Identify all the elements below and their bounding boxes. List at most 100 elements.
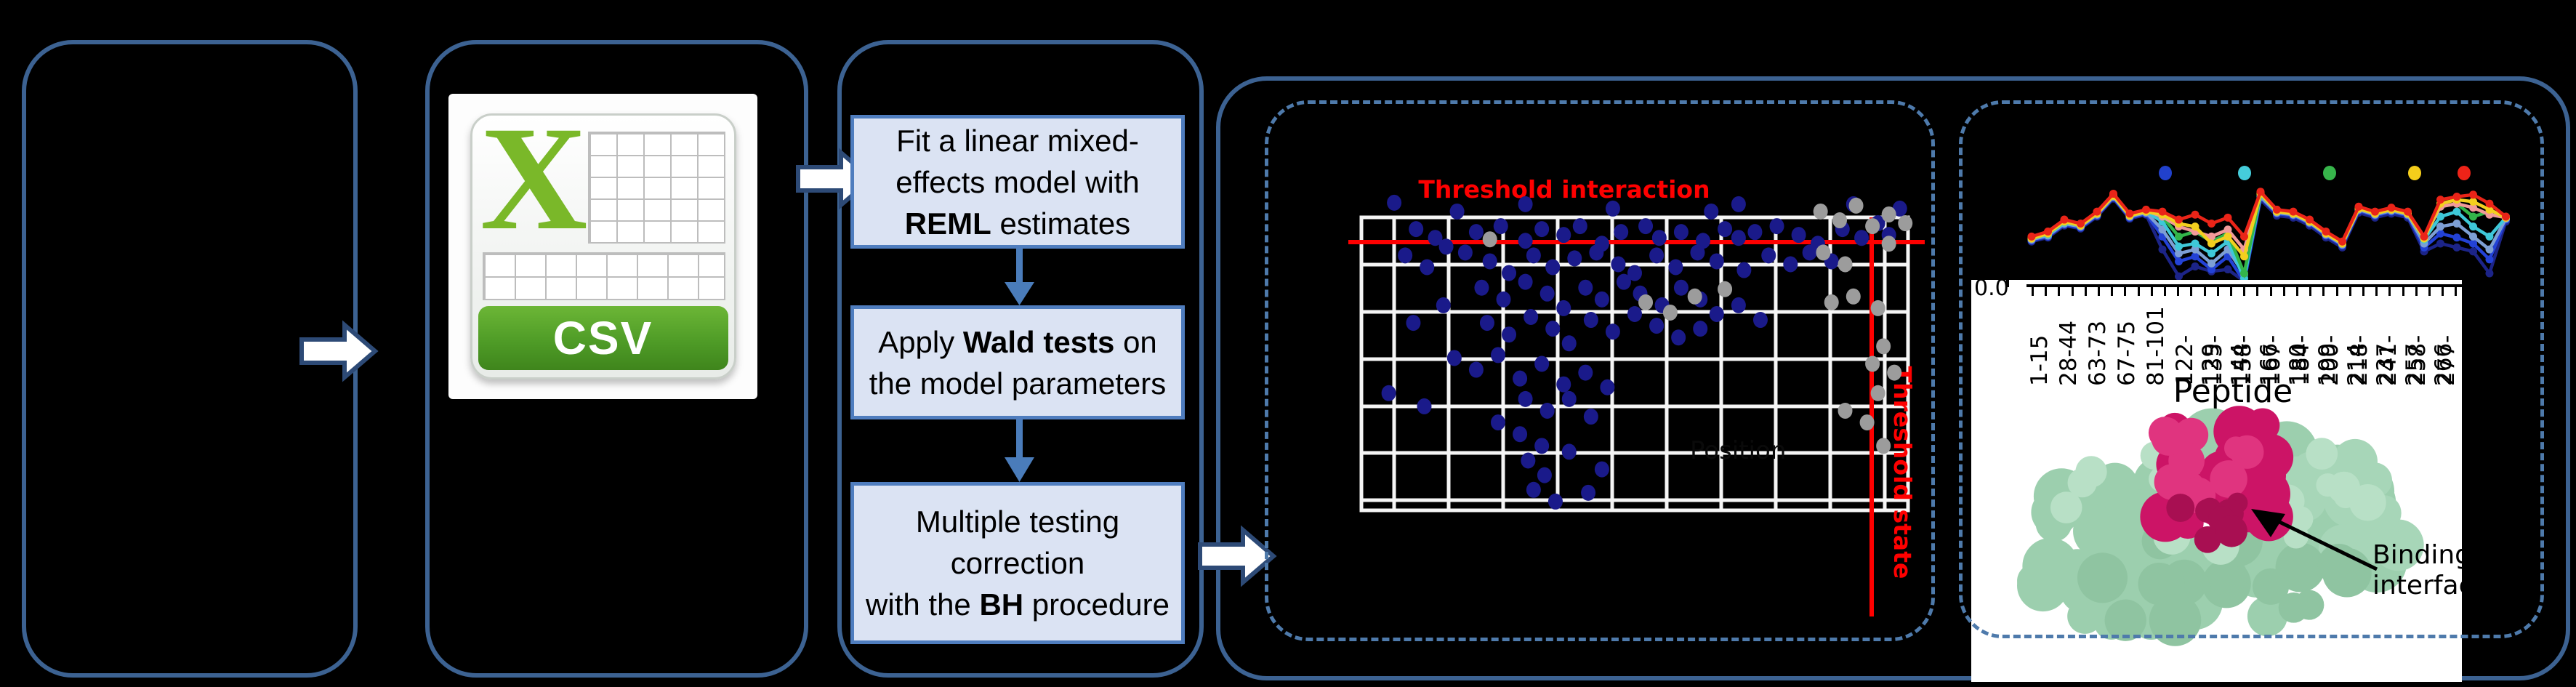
axis-tick [2058, 287, 2061, 296]
scatter-point [1824, 294, 1839, 310]
axis-tick [2137, 287, 2140, 296]
svg-text:Position: Position [1690, 436, 1786, 465]
scatter-point [1752, 312, 1768, 329]
scatter-point [1846, 288, 1861, 305]
scatter-point [1436, 297, 1451, 313]
scatter-point [1673, 279, 1689, 296]
scatter-point [1783, 256, 1798, 273]
scatter-point [1438, 238, 1454, 255]
flow-arrow-1 [299, 320, 379, 382]
axis-tick [2216, 287, 2219, 296]
step-text: procedure [1023, 587, 1170, 622]
results-panel-box [1216, 76, 2570, 680]
step-text: Multiple testing [915, 505, 1120, 539]
threshold-interaction-label: Threshold interaction [1418, 175, 1710, 204]
scatter-point [1892, 200, 1907, 217]
x-axis-title: Peptide [2173, 373, 2293, 410]
axis-tick [2442, 287, 2444, 296]
scatter-point [1709, 305, 1724, 322]
scatter-point [1446, 350, 1462, 366]
axis-tick [2098, 287, 2100, 296]
axis-tick [2177, 287, 2180, 296]
scatter-point [1482, 231, 1497, 248]
scatter-point [1816, 244, 1831, 261]
scatter-point [1870, 300, 1885, 316]
scatter-point [1583, 312, 1598, 329]
scatter-point [1479, 315, 1494, 332]
scatter-point [1870, 385, 1885, 401]
scatter-point [1581, 484, 1596, 501]
flow-arrow-3 [1198, 525, 1277, 587]
scatter-point [1502, 265, 1517, 281]
scatter-point [1578, 279, 1593, 296]
scatter-point [1493, 218, 1508, 235]
step-text: correction [950, 546, 1085, 580]
scatter-dashed-box [1265, 100, 1935, 641]
scatter-point [1594, 291, 1609, 308]
scatter-point [1518, 273, 1533, 290]
spreadsheet-grid-icon [587, 132, 725, 244]
scatter-point [1832, 212, 1847, 229]
scatter-point [1518, 233, 1533, 249]
scatter-point [1838, 256, 1853, 273]
scatter-point [1813, 203, 1828, 220]
step-text: REML [904, 206, 991, 241]
axis-tick [2256, 287, 2259, 296]
scatter-point [1491, 414, 1505, 431]
scatter-point [1611, 256, 1626, 273]
legend-dot-icon [2238, 166, 2251, 180]
scatter-point [1561, 335, 1577, 352]
axis-tick [2150, 287, 2153, 296]
scatter-point [1865, 218, 1880, 235]
scatter-point [1534, 355, 1550, 372]
scatter-point [1398, 247, 1413, 264]
scatter-point [1417, 398, 1432, 414]
scatter-point [1572, 218, 1587, 235]
scatter-point [1865, 355, 1880, 372]
profile-dashed-box [1959, 100, 2544, 638]
bh-correction-step: Multiple testing correction with the BH pr… [850, 482, 1185, 644]
csv-banner: CSV [478, 306, 728, 370]
x-axis-line [2026, 284, 2462, 287]
scatter-point [1731, 297, 1746, 313]
scatter-point [1854, 230, 1869, 246]
scatter-point [1561, 390, 1577, 407]
step-text: estimates [991, 206, 1131, 241]
scatter-point [1802, 244, 1817, 261]
scatter-point [1605, 200, 1620, 217]
scatter-point [1898, 215, 1913, 232]
scatter-point [1567, 250, 1582, 267]
spreadsheet-grid-icon [482, 252, 725, 300]
scatter-point [1449, 203, 1465, 220]
scatter-point [1731, 196, 1746, 212]
axis-tick [2230, 287, 2232, 296]
down-arrow-icon [1005, 419, 1034, 482]
scatter-point [1704, 203, 1719, 220]
axis-tick [2282, 287, 2285, 296]
axis-tick [2032, 287, 2034, 296]
axis-tick [2203, 287, 2206, 296]
scatter-point [1600, 379, 1615, 395]
scatter-point [1616, 273, 1631, 290]
legend-dot-icon [2323, 166, 2336, 180]
scatter-point [1876, 338, 1891, 355]
axis-tick [2084, 287, 2087, 296]
scatter-point [1583, 409, 1598, 425]
scatter-point [1876, 438, 1891, 454]
axis-tick [2322, 287, 2325, 296]
wald-test-step: Apply Wald tests on the model parameters [850, 305, 1185, 419]
scatter-point [1791, 227, 1806, 244]
scatter-point [1589, 244, 1604, 261]
fit-lmm-step: Fit a linear mixed-effects model with REM… [850, 115, 1185, 249]
scatter-point [1474, 279, 1489, 296]
scatter-point [1736, 262, 1752, 278]
protein-structure-image [2017, 406, 2424, 646]
scatter-point [1524, 309, 1539, 326]
axis-tick [2124, 287, 2127, 296]
scatter-point [1649, 318, 1665, 334]
scatter-point [1881, 206, 1896, 222]
scatter-point [1556, 227, 1571, 244]
scatter-point [1387, 194, 1402, 211]
scatter-point [1518, 390, 1533, 407]
